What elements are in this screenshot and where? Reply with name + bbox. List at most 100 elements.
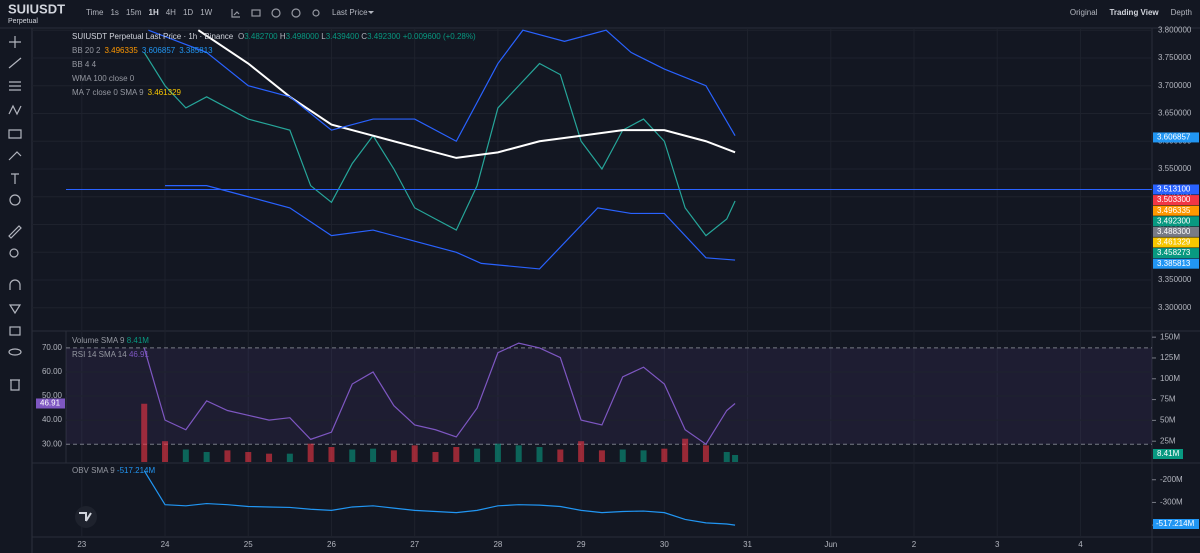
price-label-bg [1153, 132, 1199, 143]
price-label-bg [1153, 237, 1199, 248]
x-tick-label: 31 [743, 540, 752, 549]
volume-bar [536, 447, 543, 462]
rsi-tick-label: 50.00 [42, 391, 63, 400]
obv-title: OBV SMA 9 [72, 466, 115, 475]
y-tick-label: 3.650000 [1158, 109, 1192, 118]
view-option[interactable]: Trading View [1109, 8, 1159, 17]
x-tick-label: 3 [995, 540, 1000, 549]
y-tick-label: 100M [1160, 374, 1180, 383]
indicator-value: 3.385813 [179, 46, 213, 55]
price-label: 3.496335 [1157, 206, 1191, 215]
fib-tool[interactable] [9, 81, 21, 91]
indicator-value: 3.606857 [142, 46, 176, 55]
volume-bar [245, 452, 252, 462]
volume-bar [328, 447, 335, 462]
interval[interactable]: 1s [110, 8, 118, 17]
volume-bar [307, 443, 314, 462]
volume-bar [370, 448, 377, 462]
volume-bar [266, 453, 273, 462]
zoom-tool[interactable] [9, 248, 19, 258]
indicator: WMA 100 close 0 [72, 74, 135, 83]
volume-bar [598, 450, 605, 462]
interval[interactable]: 1W [200, 8, 212, 17]
interval[interactable]: 4H [166, 8, 176, 17]
axis-labels: 23 24 25 26 27 28 29 30 31 Jun 2 3 43.3000003.350000… [36, 25, 1199, 549]
indicator-value: 3.461329 [148, 88, 182, 97]
x-tick-label: 30 [660, 540, 669, 549]
y-tick-label: 150M [1160, 332, 1180, 341]
trend-line-tool[interactable] [8, 57, 22, 69]
rsi-title: RSI 14 SMA 14 [72, 350, 127, 359]
crosshair-tool[interactable] [9, 36, 21, 48]
ohlc-key: H [280, 32, 286, 41]
x-tick-label: 4 [1078, 540, 1083, 549]
interval[interactable]: 1D [183, 8, 193, 17]
visibility-tool[interactable] [8, 348, 22, 356]
y-tick-label: 75M [1160, 395, 1176, 404]
obv-legend: OBV SMA 9 -517.214M [72, 466, 156, 475]
rsi-tick-label: 40.00 [42, 415, 63, 424]
ohlc-value: 3.439400 [326, 32, 360, 41]
indicator-name: BB 4 4 [72, 60, 97, 69]
y-tick-label: -300M [1160, 498, 1183, 507]
template-icon[interactable] [251, 9, 261, 17]
symbol[interactable]: SUIUSDT [8, 1, 65, 16]
rsi-tick-label: 30.00 [42, 439, 63, 448]
x-tick-label: 29 [577, 540, 586, 549]
x-tick-label: 23 [77, 540, 86, 549]
rsi-tick-label: 70.00 [42, 343, 63, 352]
interval[interactable]: 15m [126, 8, 142, 17]
y-tick-label: 3.800000 [1158, 25, 1192, 34]
delete-tool[interactable] [10, 379, 20, 391]
price-label: 3.488300 [1157, 227, 1191, 236]
volume-bar [349, 449, 356, 462]
price-label-bg [1153, 258, 1199, 269]
view-option[interactable]: Depth [1171, 8, 1192, 17]
alert-icon[interactable] [271, 8, 281, 18]
volume-label-bg [1153, 449, 1183, 459]
forecast-tool[interactable] [8, 129, 22, 139]
volume-label: 8.41M [1157, 449, 1180, 458]
view-switch: Depth Trading View Original [1070, 8, 1192, 17]
indicator: BB 4 4 [72, 60, 97, 69]
indicator-legend: BB 20 2 3.496335 3.606857 3.385813 BB 4 4 WMA… [72, 46, 213, 97]
interval[interactable]: 1H [149, 8, 159, 17]
brush-tool[interactable] [8, 151, 22, 161]
dropdown-arrow [368, 11, 374, 14]
magnet-tool[interactable] [9, 279, 21, 290]
volume-bar [578, 441, 585, 462]
indicator-name: MA 7 close 0 SMA 9 [72, 88, 144, 97]
lock-drawings[interactable] [8, 304, 22, 315]
volume-bar [732, 455, 739, 462]
volume-bar [474, 448, 481, 462]
series-line [143, 342, 736, 446]
settings-icon[interactable] [312, 9, 320, 17]
indicator-name: WMA 100 close 0 [72, 74, 135, 83]
volume-bar [619, 449, 626, 462]
y-tick-label: 3.350000 [1158, 275, 1192, 284]
ohlc-value: 3.482700 [244, 32, 278, 41]
replay-icon[interactable] [291, 8, 301, 18]
volume-bar [515, 445, 522, 462]
icon-tool[interactable] [9, 194, 21, 206]
volume-bar [203, 452, 210, 462]
text-tool[interactable] [11, 173, 19, 184]
series-line [143, 470, 736, 526]
price-type[interactable]: Last Price [332, 8, 368, 17]
y-tick-label: -200M [1160, 475, 1183, 484]
indicator-icon[interactable] [231, 9, 240, 18]
lock-tool[interactable] [9, 326, 21, 336]
volume-bar [702, 445, 709, 462]
x-tick-label: Jun [824, 540, 837, 549]
pattern-tool[interactable] [8, 104, 22, 116]
ohlc-key: O [238, 32, 244, 41]
y-tick-label: 3.550000 [1158, 164, 1192, 173]
tool-icons [231, 8, 320, 18]
view-option[interactable]: Original [1070, 8, 1098, 17]
drawing-toolbar [8, 28, 33, 553]
interval[interactable]: Time [86, 8, 104, 17]
price-label: 3.492300 [1157, 216, 1191, 225]
x-tick-label: 28 [493, 540, 502, 549]
ruler-tool[interactable] [8, 225, 22, 239]
